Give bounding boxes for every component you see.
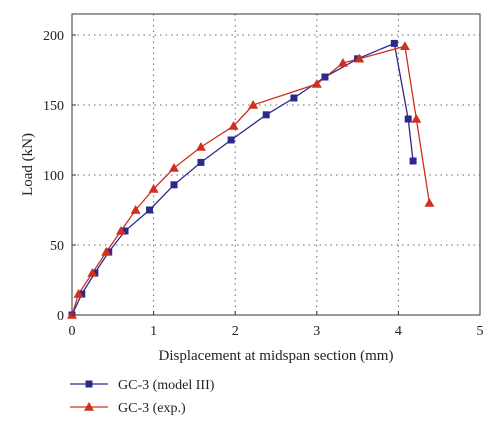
exp-data-point <box>73 289 84 298</box>
model-data-point <box>121 227 129 235</box>
exp-data-point <box>169 163 179 172</box>
series-lines <box>71 42 431 316</box>
model-data-point <box>409 157 417 165</box>
model-data-point <box>146 206 154 214</box>
model-data-point <box>404 115 412 123</box>
series-line-model <box>71 42 414 316</box>
legend-label: GC-3 (model III) <box>118 378 215 393</box>
exp-data-point <box>354 53 365 63</box>
y-axis-title: Load (kN) <box>20 133 36 196</box>
y-tick-label: 150 <box>43 99 64 114</box>
model-data-point <box>321 73 329 81</box>
series-line-exp <box>71 45 431 316</box>
exp-data-point <box>101 247 112 256</box>
legend-marker <box>85 380 93 388</box>
model-data-point <box>78 290 86 298</box>
y-tick-label: 100 <box>43 169 64 184</box>
exp-data-point <box>337 58 348 67</box>
legend: GC-3 (model III) GC-3 (exp.) <box>70 378 215 416</box>
y-tick-label: 0 <box>57 309 64 324</box>
model-data-point <box>290 94 298 102</box>
legend-marker <box>84 402 94 411</box>
exp-data-point <box>411 114 422 123</box>
model-data-point <box>262 111 270 119</box>
exp-data-point <box>311 79 322 88</box>
x-tick-label: 0 <box>69 324 76 339</box>
exp-data-point <box>195 142 206 151</box>
axis-ticks <box>71 34 481 316</box>
x-tick-label: 2 <box>232 324 239 339</box>
grid-lines <box>72 14 480 315</box>
exp-data-point <box>148 184 159 193</box>
y-tick-label: 200 <box>43 29 64 44</box>
model-data-point <box>170 181 178 189</box>
x-tick-label: 5 <box>477 324 484 339</box>
exp-data-point <box>87 268 98 277</box>
model-data-point <box>390 39 398 47</box>
model-data-point <box>227 136 235 144</box>
exp-data-point <box>248 100 259 109</box>
x-tick-label: 4 <box>395 324 402 339</box>
x-tick-label: 1 <box>150 324 157 339</box>
plot-frame <box>71 13 481 316</box>
plot-border <box>71 13 481 316</box>
series-markers <box>67 39 435 319</box>
exp-data-point <box>399 41 410 50</box>
exp-data-point <box>424 198 435 207</box>
x-tick-label: 3 <box>313 324 320 339</box>
y-tick-label: 50 <box>50 239 64 254</box>
model-data-point <box>197 158 205 166</box>
legend-label: GC-3 (exp.) <box>118 401 186 416</box>
exp-data-point <box>115 226 126 235</box>
exp-data-point <box>130 205 141 214</box>
exp-data-point <box>228 121 239 130</box>
x-axis-title: Displacement at midspan section (mm) <box>159 348 394 364</box>
